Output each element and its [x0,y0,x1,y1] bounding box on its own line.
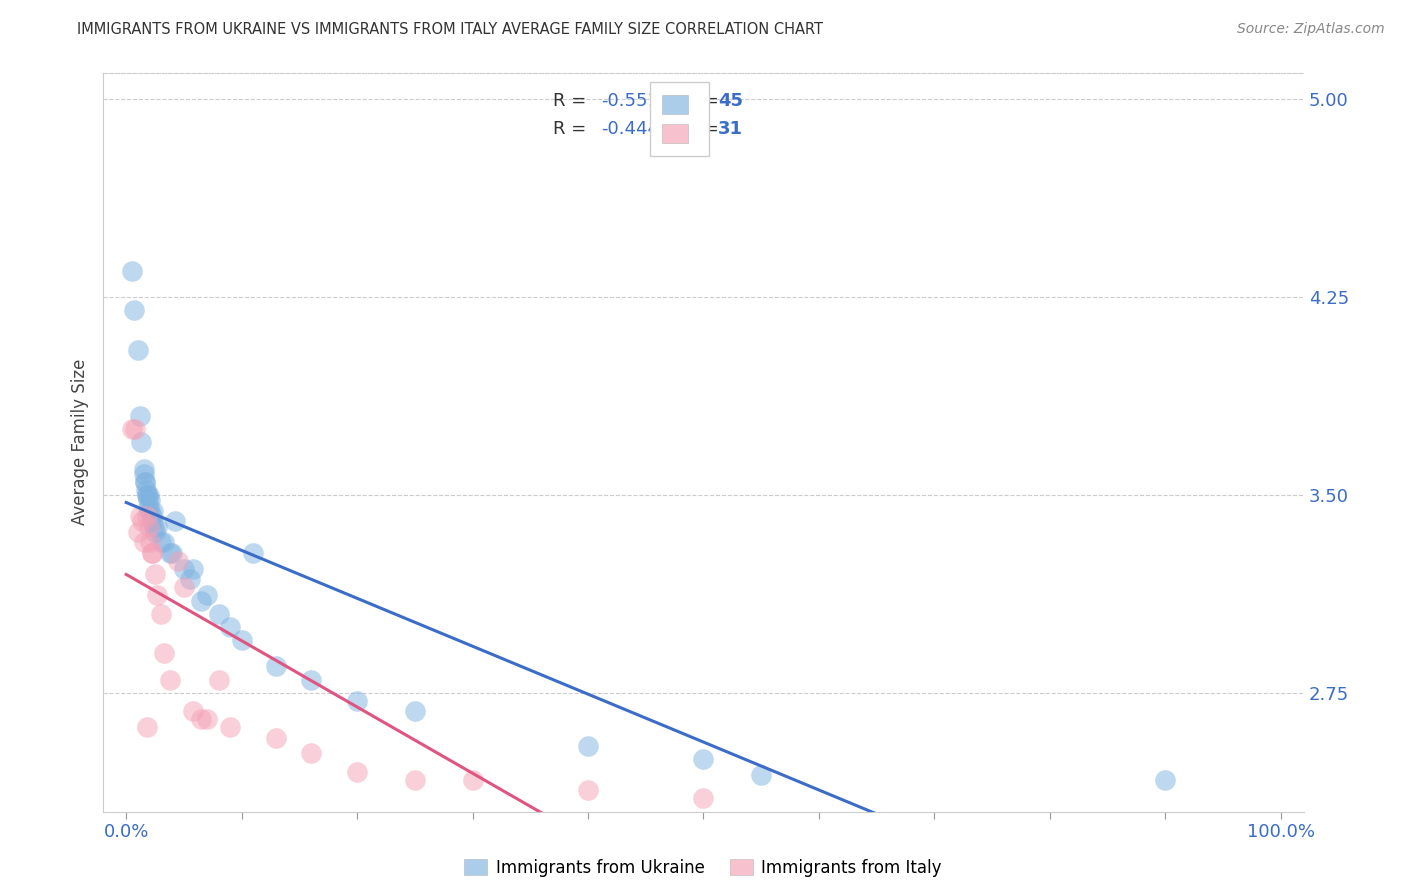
Point [149,607,172,621]
Legend: Immigrants from Ukraine, Immigrants from Italy: Immigrants from Ukraine, Immigrants from… [457,853,949,884]
Point [142,519,165,533]
Point [242,546,264,560]
Point [153,646,176,660]
Point [159,673,181,687]
Text: -0.444: -0.444 [602,120,659,138]
Text: 45: 45 [718,92,742,110]
Point [207,673,229,687]
Point [124,303,146,318]
Point [692,791,714,805]
Point [141,546,163,560]
Point [142,504,165,518]
Point [195,712,218,726]
Point [127,343,149,357]
Point [181,562,204,576]
Point [131,515,153,529]
Point [136,720,159,734]
Point [266,659,288,673]
Point [136,493,159,508]
Point [146,519,169,533]
Point [266,731,288,745]
Point [219,720,242,734]
Point [749,767,772,781]
Point [576,739,599,753]
Point [173,580,195,594]
Point [692,752,714,766]
Point [219,620,242,634]
Point [299,673,322,687]
Y-axis label: Average Family Size: Average Family Size [72,359,89,525]
Text: R =: R = [554,120,598,138]
Point [162,546,184,560]
Point [132,535,155,549]
Point [346,694,368,708]
Text: -0.551: -0.551 [602,92,659,110]
Point [129,509,152,524]
Point [121,422,143,436]
Point [146,588,169,602]
Point [143,524,166,539]
Point [134,475,156,489]
Point [124,422,146,436]
Point [127,524,149,539]
Point [346,764,368,779]
Point [138,488,160,502]
Point [231,633,253,648]
Point [181,704,204,718]
Point [139,504,162,518]
Point [576,783,599,797]
Point [149,535,172,549]
Text: IMMIGRANTS FROM UKRAINE VS IMMIGRANTS FROM ITALY AVERAGE FAMILY SIZE CORRELATION: IMMIGRANTS FROM UKRAINE VS IMMIGRANTS FR… [77,22,824,37]
Point [1154,772,1177,787]
Point [135,483,157,497]
Point [195,588,218,602]
Point [136,501,159,516]
Point [141,509,163,524]
Point [139,493,162,508]
Point [136,509,159,524]
Point [134,475,156,489]
Point [136,488,159,502]
Point [404,704,426,718]
Point [163,515,186,529]
Point [159,546,181,560]
Point [404,772,426,787]
Text: R =: R = [554,92,598,110]
Point [179,573,201,587]
Legend: , : , [650,82,709,156]
Point [190,593,212,607]
Point [461,772,484,787]
Point [167,554,190,568]
Point [139,535,162,549]
Point [129,435,152,450]
Point [138,519,160,533]
Text: Source: ZipAtlas.com: Source: ZipAtlas.com [1237,22,1385,37]
Point [129,409,152,423]
Text: 31: 31 [718,120,742,138]
Point [207,607,229,621]
Point [141,546,163,560]
Point [190,712,212,726]
Text: N =: N = [673,120,731,138]
Point [132,467,155,481]
Point [136,488,159,502]
Point [141,515,163,529]
Point [173,562,195,576]
Point [132,461,155,475]
Point [121,264,143,278]
Point [299,747,322,761]
Point [143,567,166,582]
Point [153,535,176,549]
Text: N =: N = [673,92,725,110]
